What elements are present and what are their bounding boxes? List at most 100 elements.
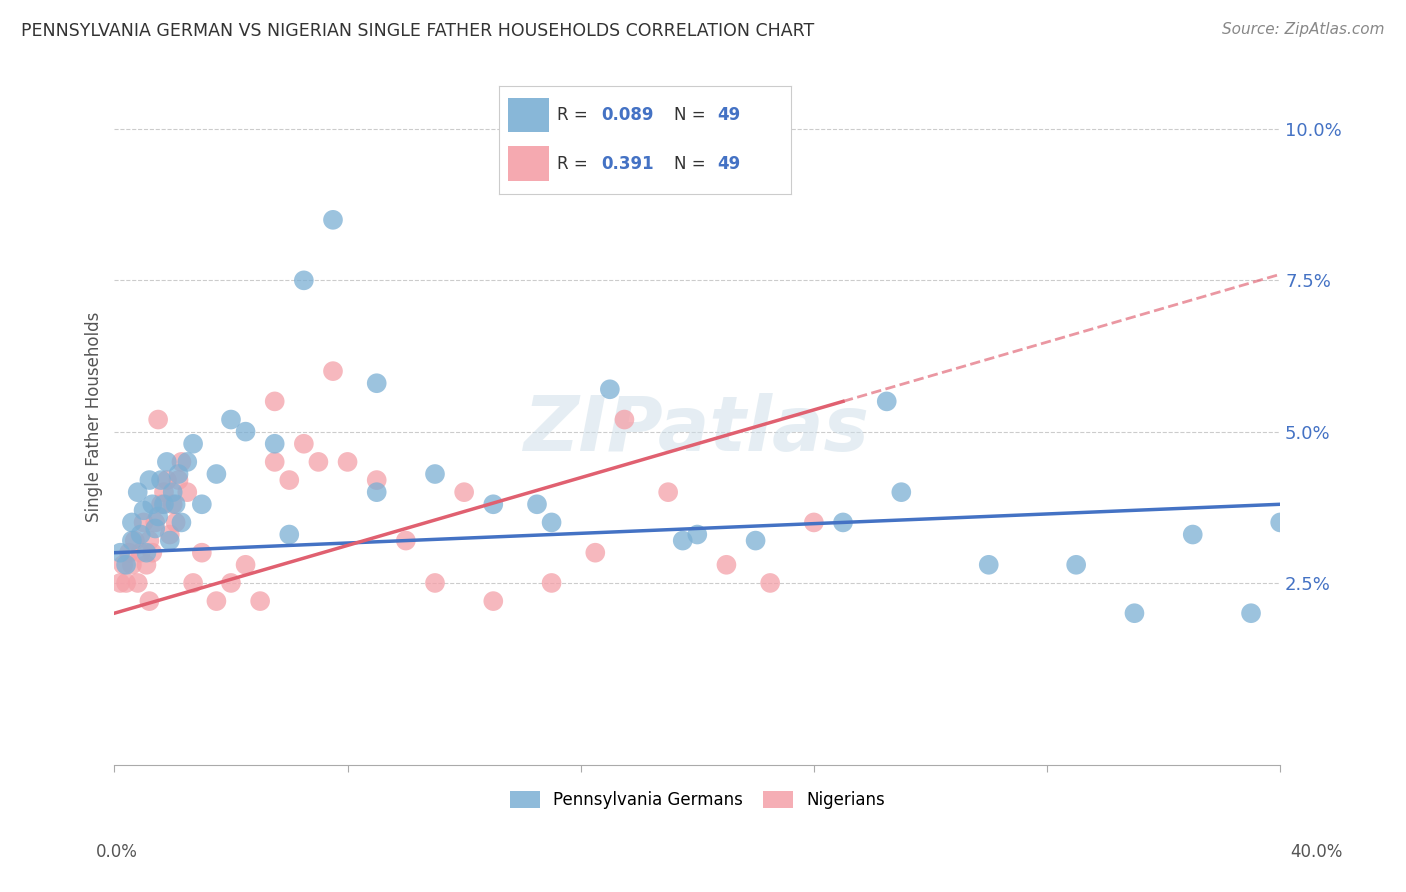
Point bbox=[159, 527, 181, 541]
Point bbox=[219, 412, 242, 426]
Point bbox=[110, 576, 132, 591]
Point bbox=[153, 485, 176, 500]
Point bbox=[167, 473, 190, 487]
Point bbox=[526, 497, 548, 511]
Point bbox=[115, 576, 138, 591]
Point bbox=[322, 212, 344, 227]
Point bbox=[1064, 558, 1087, 572]
Point bbox=[235, 425, 257, 439]
Point bbox=[249, 594, 271, 608]
Point bbox=[121, 533, 143, 548]
Point bbox=[482, 497, 505, 511]
Point bbox=[143, 521, 166, 535]
Point bbox=[366, 473, 388, 487]
Point bbox=[366, 485, 388, 500]
Point bbox=[453, 485, 475, 500]
Point bbox=[165, 516, 187, 530]
Legend: Pennsylvania Germans, Nigerians: Pennsylvania Germans, Nigerians bbox=[503, 784, 891, 815]
Point bbox=[170, 455, 193, 469]
Point bbox=[143, 516, 166, 530]
Point bbox=[191, 497, 214, 511]
Point bbox=[1270, 516, 1292, 530]
Point bbox=[263, 394, 285, 409]
Point bbox=[110, 546, 132, 560]
Point bbox=[832, 516, 855, 530]
Point bbox=[890, 485, 912, 500]
Point bbox=[138, 533, 160, 548]
Point bbox=[686, 527, 709, 541]
Point bbox=[146, 509, 169, 524]
Point bbox=[129, 527, 152, 541]
Point bbox=[124, 533, 146, 548]
Point bbox=[657, 485, 679, 500]
Point bbox=[112, 558, 135, 572]
Point bbox=[127, 576, 149, 591]
Point bbox=[395, 533, 418, 548]
Point bbox=[263, 436, 285, 450]
Point bbox=[138, 594, 160, 608]
Point bbox=[162, 497, 184, 511]
Point bbox=[121, 558, 143, 572]
Point bbox=[540, 576, 562, 591]
Point bbox=[191, 546, 214, 560]
Point bbox=[115, 558, 138, 572]
Point bbox=[129, 546, 152, 560]
Point bbox=[876, 394, 898, 409]
Point bbox=[977, 558, 1000, 572]
Point bbox=[599, 382, 621, 396]
Point bbox=[336, 455, 359, 469]
Y-axis label: Single Father Households: Single Father Households bbox=[86, 311, 103, 522]
Point bbox=[141, 497, 163, 511]
Point bbox=[803, 516, 825, 530]
Point bbox=[1123, 606, 1146, 620]
Point bbox=[205, 594, 228, 608]
Point bbox=[307, 455, 329, 469]
Point bbox=[159, 533, 181, 548]
Point bbox=[235, 558, 257, 572]
Point bbox=[167, 467, 190, 481]
Text: 40.0%: 40.0% bbox=[1291, 843, 1343, 861]
Point bbox=[744, 533, 766, 548]
Point bbox=[423, 467, 446, 481]
Point bbox=[156, 473, 179, 487]
Point bbox=[613, 412, 636, 426]
Point bbox=[278, 527, 301, 541]
Point bbox=[716, 558, 738, 572]
Point bbox=[118, 546, 141, 560]
Point bbox=[583, 546, 606, 560]
Point bbox=[181, 576, 204, 591]
Point bbox=[263, 455, 285, 469]
Point bbox=[138, 473, 160, 487]
Point bbox=[162, 485, 184, 500]
Point bbox=[423, 576, 446, 591]
Point bbox=[127, 485, 149, 500]
Point bbox=[135, 546, 157, 560]
Point bbox=[153, 497, 176, 511]
Point bbox=[141, 546, 163, 560]
Point bbox=[181, 436, 204, 450]
Point bbox=[366, 376, 388, 391]
Point bbox=[292, 273, 315, 287]
Point bbox=[1240, 606, 1263, 620]
Text: ZIPatlas: ZIPatlas bbox=[524, 393, 870, 467]
Point bbox=[322, 364, 344, 378]
Point bbox=[278, 473, 301, 487]
Point bbox=[146, 412, 169, 426]
Point bbox=[170, 516, 193, 530]
Text: Source: ZipAtlas.com: Source: ZipAtlas.com bbox=[1222, 22, 1385, 37]
Point bbox=[219, 576, 242, 591]
Point bbox=[176, 485, 198, 500]
Point bbox=[132, 516, 155, 530]
Point bbox=[176, 455, 198, 469]
Point bbox=[1181, 527, 1204, 541]
Point bbox=[540, 516, 562, 530]
Point bbox=[150, 473, 173, 487]
Point bbox=[165, 497, 187, 511]
Point bbox=[121, 516, 143, 530]
Point bbox=[135, 558, 157, 572]
Point bbox=[672, 533, 695, 548]
Point bbox=[292, 436, 315, 450]
Point bbox=[759, 576, 782, 591]
Point bbox=[205, 467, 228, 481]
Point bbox=[150, 497, 173, 511]
